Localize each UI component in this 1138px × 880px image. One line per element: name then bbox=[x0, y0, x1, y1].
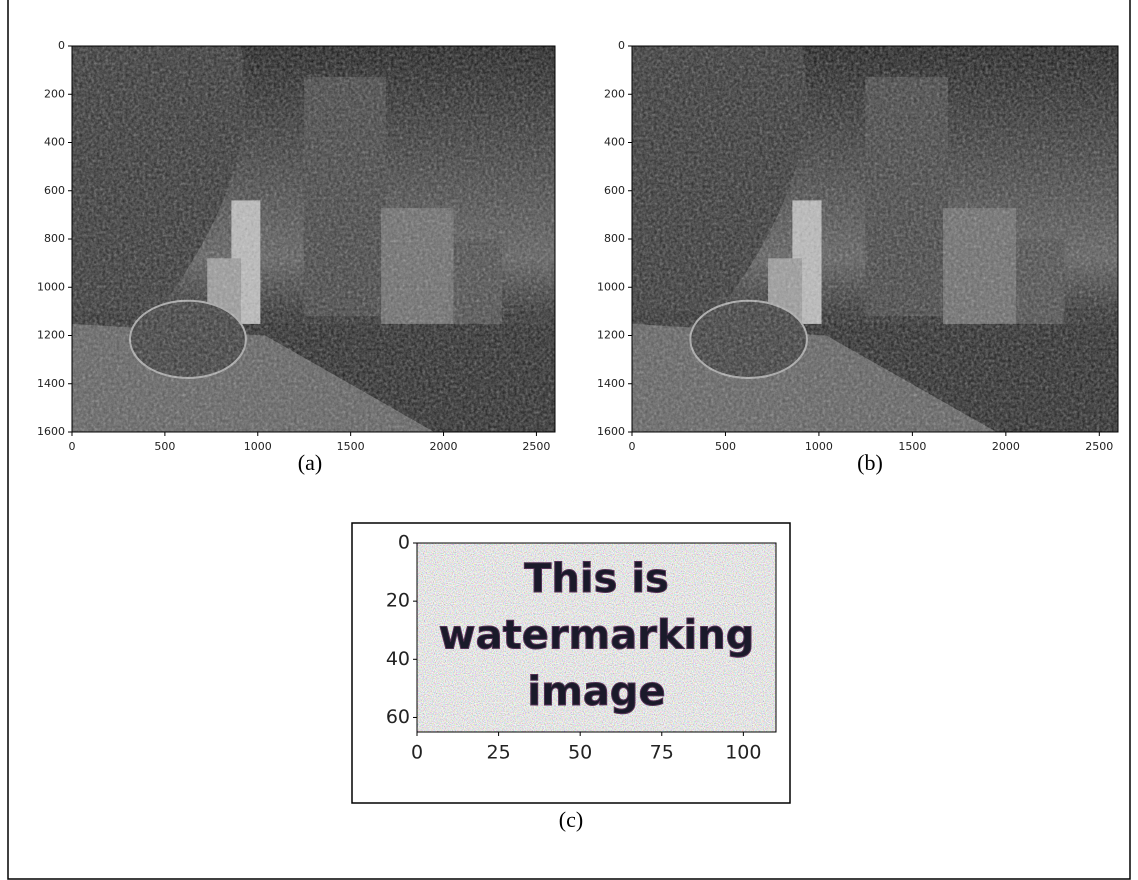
texture bbox=[72, 46, 555, 432]
y-tick-label: 1400 bbox=[37, 377, 65, 390]
y-tick-label: 800 bbox=[44, 232, 65, 245]
texture bbox=[632, 46, 1118, 432]
plot-panel: 0 200 400 600 800 1000 1200 1400 1600 0 500 1000 150… bbox=[597, 39, 1118, 453]
y-tick-label: 40 bbox=[386, 648, 410, 670]
x-tick-label: 25 bbox=[486, 742, 510, 764]
x-tick-label: 500 bbox=[715, 440, 736, 453]
y-tick-label: 400 bbox=[44, 136, 65, 149]
x-tick-label: 2500 bbox=[1085, 440, 1113, 453]
watermark-text: This is bbox=[524, 556, 669, 602]
y-tick-label: 1000 bbox=[597, 280, 625, 293]
y-tick-label: 1200 bbox=[37, 329, 65, 342]
panel-caption: (c) bbox=[559, 807, 583, 832]
y-tick-label: 1600 bbox=[597, 425, 625, 438]
y-tick-label: 800 bbox=[604, 232, 625, 245]
x-tick-label: 2000 bbox=[430, 440, 458, 453]
y-tick-label: 0 bbox=[58, 39, 65, 52]
x-tick-label: 75 bbox=[650, 742, 674, 764]
figure: 0200400600800100012001400160005001000150… bbox=[0, 0, 1138, 880]
y-tick-label: 600 bbox=[604, 184, 625, 197]
x-tick-label: 100 bbox=[725, 742, 761, 764]
panel-caption: (a) bbox=[298, 450, 322, 475]
x-tick-label: 0 bbox=[69, 440, 76, 453]
x-tick-label: 1000 bbox=[805, 440, 833, 453]
x-tick-label: 1500 bbox=[898, 440, 926, 453]
y-tick-label: 200 bbox=[604, 87, 625, 100]
y-tick-label: 400 bbox=[604, 136, 625, 149]
x-tick-label: 2000 bbox=[992, 440, 1020, 453]
x-tick-label: 2500 bbox=[522, 440, 550, 453]
y-tick-label: 600 bbox=[44, 184, 65, 197]
x-tick-label: 0 bbox=[629, 440, 636, 453]
y-tick-label: 1200 bbox=[597, 329, 625, 342]
y-tick-label: 1600 bbox=[37, 425, 65, 438]
panel-caption: (b) bbox=[857, 450, 883, 475]
y-tick-label: 20 bbox=[386, 590, 410, 612]
y-tick-label: 1000 bbox=[37, 280, 65, 293]
watermark-text: image bbox=[527, 669, 665, 715]
x-tick-label: 1000 bbox=[244, 440, 272, 453]
plot-panel: 0 200 400 600 800 1000 1200 1400 1600 0 500 1000 150… bbox=[37, 39, 555, 453]
x-tick-label: 50 bbox=[568, 742, 592, 764]
y-tick-label: 1400 bbox=[597, 377, 625, 390]
x-tick-label: 1500 bbox=[337, 440, 365, 453]
x-tick-label: 0 bbox=[411, 742, 423, 764]
y-tick-label: 0 bbox=[618, 39, 625, 52]
x-tick-label: 500 bbox=[154, 440, 175, 453]
watermark-text: watermarking bbox=[439, 613, 755, 659]
y-tick-label: 200 bbox=[44, 87, 65, 100]
y-tick-label: 60 bbox=[386, 706, 410, 728]
y-tick-label: 0 bbox=[398, 532, 410, 554]
